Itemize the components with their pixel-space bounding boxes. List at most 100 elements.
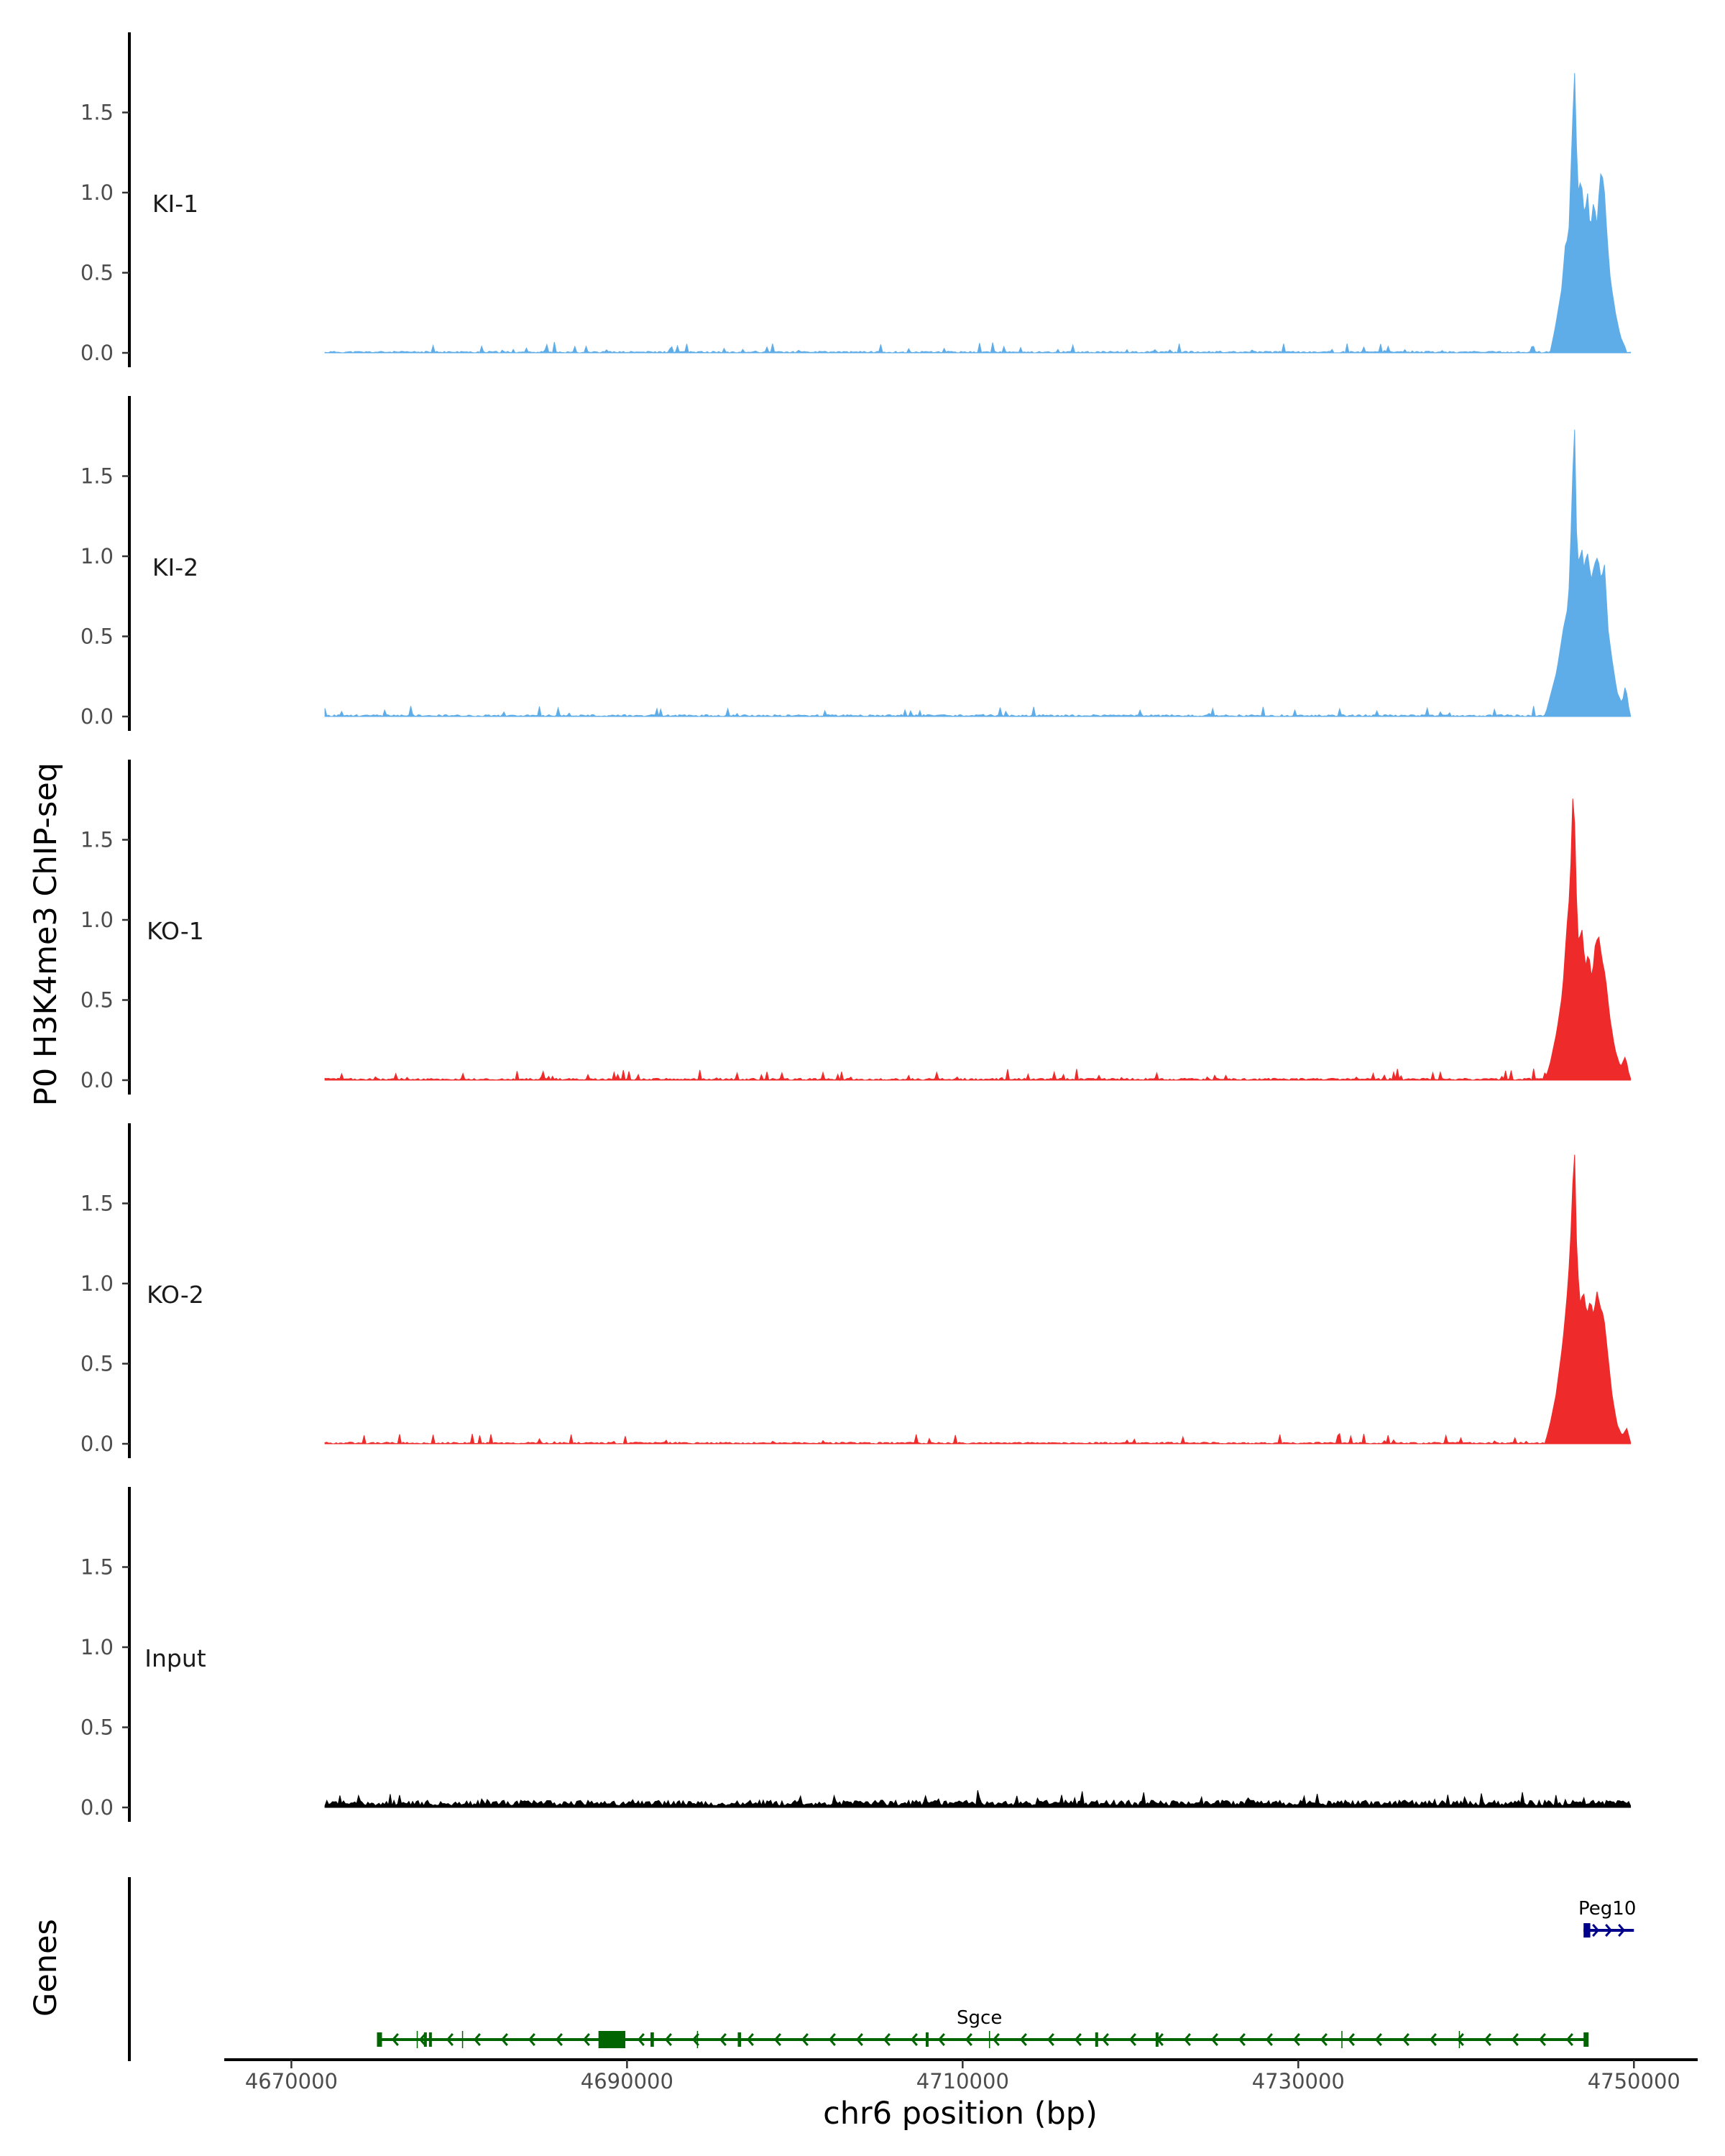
- x-tick-label: 4710000: [916, 2069, 1009, 2093]
- strand-arrow: [937, 2033, 945, 2046]
- y-tick-label: 0.5: [80, 988, 114, 1013]
- y-tick-label: 1.5: [80, 1555, 114, 1580]
- track-label: KO-2: [147, 1281, 204, 1309]
- strand-arrow: [1292, 2033, 1300, 2046]
- strand-arrow: [555, 2033, 563, 2046]
- y-tick-label: 0.5: [80, 625, 114, 649]
- strand-arrow: [801, 2033, 809, 2046]
- exon: [428, 2032, 432, 2047]
- y-tick-label: 0.5: [80, 1352, 114, 1376]
- strand-arrow: [773, 2033, 781, 2046]
- strand-arrow: [1046, 2033, 1054, 2046]
- signal-tracks: 0.0 0.5 1.0 1.5 KI-1 0.0 0.5 1.0 1.5 KI-2 0.0 0.5 1.…: [80, 32, 1632, 1822]
- y-tick-label: 0.0: [80, 1432, 114, 1456]
- strand-arrow: [664, 2033, 672, 2046]
- strand-arrow: [1592, 1924, 1600, 1937]
- exon: [1583, 1923, 1591, 1938]
- track-label: KI-2: [152, 553, 198, 581]
- strand-arrow: [1347, 2033, 1355, 2046]
- strand-arrow: [691, 2033, 699, 2046]
- strand-arrow: [1565, 2033, 1573, 2046]
- exon: [598, 2031, 626, 2048]
- strand-arrow: [1456, 2033, 1464, 2046]
- strand-arrow: [1429, 2033, 1437, 2046]
- strand-arrow: [1019, 2033, 1027, 2046]
- gene-sgce: Sgce: [377, 2007, 1589, 2048]
- y-tick-label: 1.0: [80, 544, 114, 568]
- x-axis-title: chr6 position (bp): [823, 2096, 1098, 2132]
- y-tick-label: 0.0: [80, 341, 114, 365]
- strand-arrow: [582, 2033, 590, 2046]
- strand-arrow: [855, 2033, 863, 2046]
- y-tick-label: 0.5: [80, 261, 114, 285]
- track-ko-1: 0.0 0.5 1.0 1.5 KO-1: [80, 760, 1632, 1095]
- strand-arrow: [992, 2033, 1000, 2046]
- exon: [423, 2032, 427, 2047]
- strand-arrow: [1320, 2033, 1328, 2046]
- gene-label: Sgce: [957, 2007, 1002, 2029]
- y-tick-label: 1.0: [80, 180, 114, 205]
- strand-arrow: [446, 2033, 454, 2046]
- strand-arrow: [719, 2033, 727, 2046]
- strand-arrow: [828, 2033, 836, 2046]
- genes-axis-title: Genes: [28, 1919, 64, 2017]
- y-tick-label: 1.0: [80, 1635, 114, 1659]
- strand-arrow: [473, 2033, 481, 2046]
- x-tick-label: 4690000: [581, 2069, 673, 2093]
- y-tick-label: 0.5: [80, 1715, 114, 1740]
- signal-area-ki-2: [324, 429, 1632, 718]
- y-tick-label: 1.5: [80, 828, 114, 852]
- y-tick-label: 1.5: [80, 1192, 114, 1216]
- signal-area-ko-1: [324, 798, 1632, 1082]
- strand-arrow: [1238, 2033, 1246, 2046]
- gene-label: Peg10: [1578, 1898, 1636, 1920]
- exon: [737, 2032, 742, 2047]
- y-tick-label: 1.5: [80, 101, 114, 125]
- x-axis: 4670000 4690000 4710000 4730000 4750000: [224, 2058, 1698, 2093]
- x-tick-label: 4750000: [1588, 2069, 1680, 2093]
- strand-arrow: [1538, 2033, 1546, 2046]
- strand-arrow: [1183, 2033, 1191, 2046]
- exon: [650, 2032, 654, 2047]
- strand-arrow: [1101, 2033, 1109, 2046]
- x-tick-label: 4670000: [245, 2069, 338, 2093]
- y-tick-label: 0.0: [80, 1795, 114, 1820]
- y-tick-label: 0.0: [80, 704, 114, 729]
- track-ko-2: 0.0 0.5 1.0 1.5 KO-2: [80, 1123, 1632, 1458]
- strand-arrow: [1210, 2033, 1218, 2046]
- signal-area-input: [324, 1789, 1632, 1808]
- signal-area-ko-2: [324, 1154, 1632, 1445]
- strand-arrow: [910, 2033, 918, 2046]
- x-tick-label: 4730000: [1252, 2069, 1345, 2093]
- strand-arrow: [746, 2033, 754, 2046]
- strand-arrow: [637, 2033, 645, 2046]
- track-input: 0.0 0.5 1.0 1.5 Input: [80, 1487, 1632, 1822]
- strand-arrow: [418, 2033, 426, 2046]
- exon: [377, 2032, 382, 2047]
- y-tick-label: 1.0: [80, 908, 114, 932]
- strand-arrow: [1265, 2033, 1273, 2046]
- y-tick-label: 1.0: [80, 1271, 114, 1296]
- gene-annotation-track: Sgce Peg10: [128, 1877, 1636, 2061]
- track-label: KI-1: [152, 190, 198, 218]
- strand-arrow: [883, 2033, 891, 2046]
- strand-arrow: [1618, 1924, 1626, 1937]
- strand-arrow: [1128, 2033, 1136, 2046]
- y-axis-title: P0 H3K4me3 ChIP-seq: [28, 763, 64, 1106]
- strand-arrow: [528, 2033, 535, 2046]
- track-label: Input: [144, 1644, 206, 1672]
- strand-arrow: [1605, 1924, 1613, 1937]
- strand-arrow: [965, 2033, 972, 2046]
- exon: [1095, 2032, 1098, 2047]
- strand-arrow: [391, 2033, 399, 2046]
- strand-arrow: [1374, 2033, 1382, 2046]
- strand-arrow: [500, 2033, 508, 2046]
- track-ki-2: 0.0 0.5 1.0 1.5 KI-2: [80, 396, 1632, 731]
- strand-arrow: [1402, 2033, 1409, 2046]
- y-tick-label: 0.0: [80, 1068, 114, 1092]
- exon: [1583, 2032, 1589, 2047]
- strand-arrow: [1074, 2033, 1082, 2046]
- strand-arrow: [1511, 2033, 1519, 2046]
- exon: [925, 2032, 929, 2047]
